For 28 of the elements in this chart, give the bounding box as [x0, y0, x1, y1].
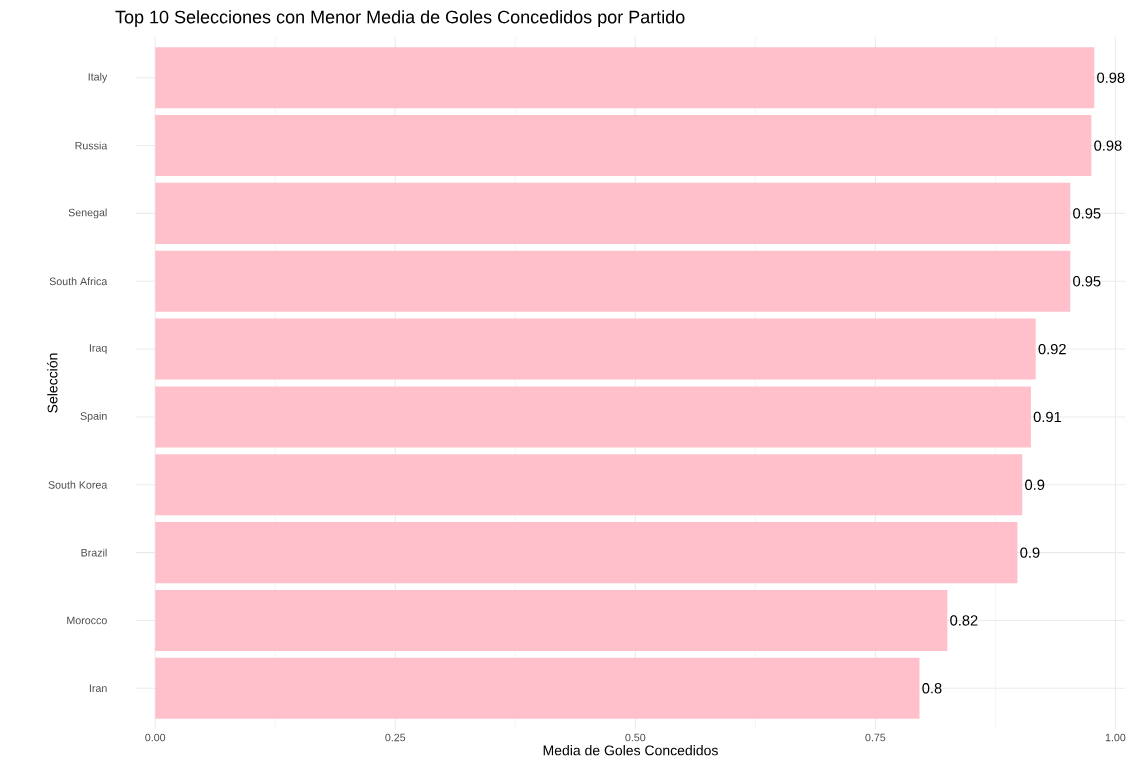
y-tick-label: Iran: [89, 684, 107, 693]
y-tick-label: Italy: [88, 72, 108, 83]
x-tick-label: 0.00: [145, 733, 166, 742]
chart-title: Top 10 Selecciones con Menor Media de Goles Concedidos por Partido: [115, 10, 685, 27]
data-label: 0.98: [1097, 72, 1125, 83]
x-tick-label: 0.25: [385, 733, 406, 742]
y-tick-label: Spain: [80, 411, 107, 422]
y-tick-label: South Africa: [49, 277, 108, 286]
y-tick-label: South Korea: [48, 480, 108, 489]
data-label: 0.8: [922, 683, 942, 694]
x-axis-title: Media de Goles Concedidos: [543, 745, 718, 756]
data-label: 0.91: [1033, 411, 1061, 423]
data-label: 0.9: [1020, 547, 1040, 558]
x-tick-label: 1.00: [1105, 733, 1126, 742]
data-label: 0.98: [1094, 140, 1122, 151]
data-label: 0.82: [950, 615, 978, 626]
data-label: 0.9: [1025, 479, 1045, 490]
y-tick-label: Morocco: [67, 616, 107, 625]
x-tick-label: 0.75: [865, 733, 886, 742]
data-label: 0.95: [1073, 276, 1101, 287]
y-tick-label: Brazil: [81, 548, 107, 557]
y-tick-label: Iraq: [89, 344, 107, 354]
data-label: 0.92: [1038, 343, 1066, 355]
data-label: 0.95: [1073, 208, 1101, 219]
y-tick-label: Senegal: [68, 208, 107, 219]
y-tick-label: Russia: [75, 141, 108, 150]
y-axis-title: Selección: [47, 353, 58, 413]
x-tick-label: 0.50: [625, 733, 646, 742]
